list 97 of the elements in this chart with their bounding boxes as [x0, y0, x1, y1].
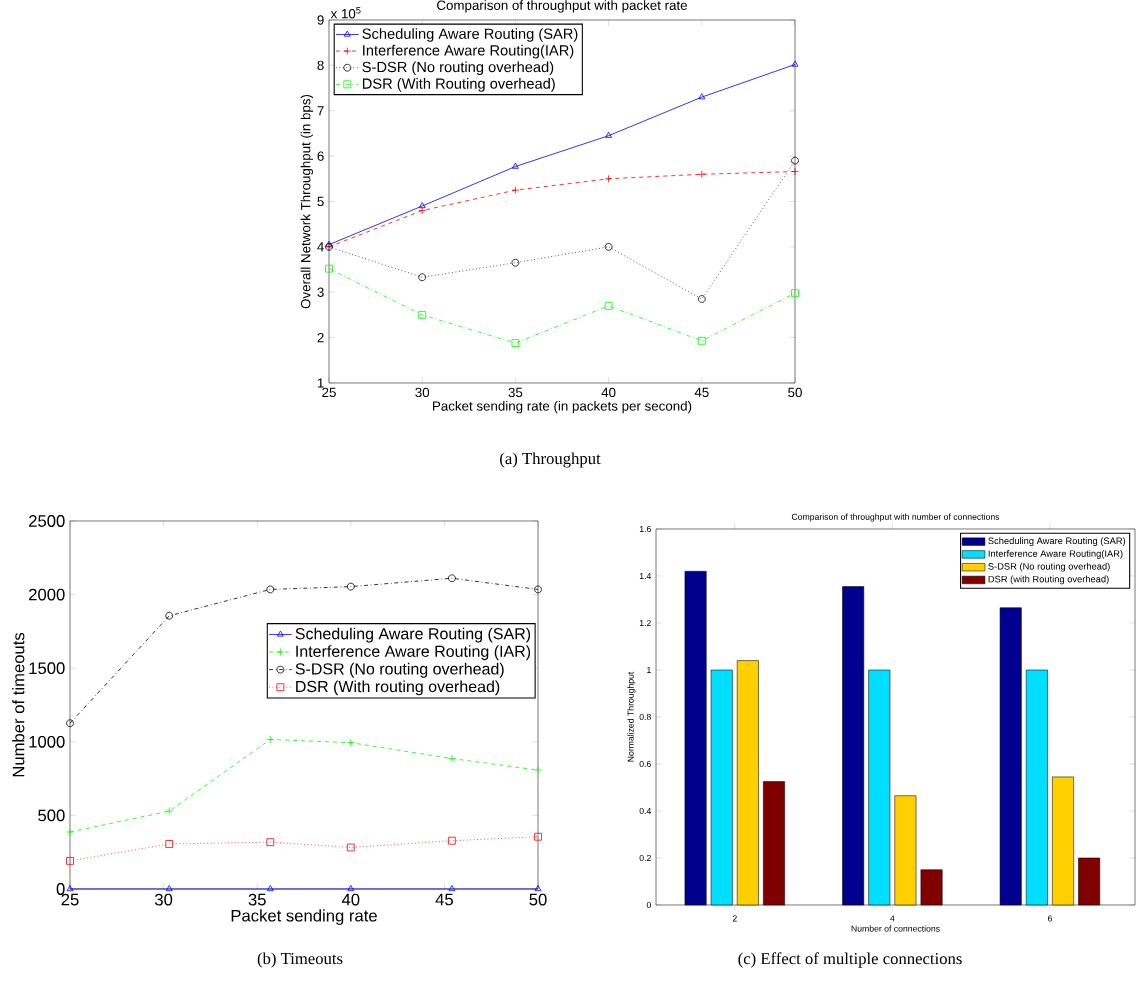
y-tick-label: 1	[317, 378, 324, 388]
legend-label: DSR (With Routing overhead)	[362, 78, 555, 92]
x-tick-label: 35	[248, 893, 266, 906]
point	[697, 295, 706, 303]
point	[698, 93, 706, 100]
x-tick-label: 50	[788, 387, 802, 398]
point	[534, 885, 542, 892]
x-axis-title: Packet sending rate	[231, 909, 377, 925]
x-tick-label: 2	[732, 915, 737, 922]
y-tick-label: 0.2	[639, 854, 651, 862]
point	[165, 885, 173, 892]
point	[448, 836, 456, 845]
legend-label: Interference Aware Routing (IAR)	[296, 645, 531, 661]
point	[512, 162, 519, 169]
y-tick-label: 1.4	[639, 573, 652, 579]
x-tick-label: 30	[154, 893, 173, 906]
x-axis-title: Number of connections	[851, 925, 940, 932]
legend-label: DSR (with Routing overhead)	[988, 575, 1109, 585]
y-tick-label: 4	[317, 242, 324, 252]
chart-title: Comparison of throughput with packet rate	[437, 0, 687, 13]
x-axis-title: Packet sending rate (in packets per second)	[433, 400, 692, 414]
point	[534, 832, 542, 841]
y-tick-label: 2000	[29, 588, 65, 601]
point	[418, 273, 427, 282]
point	[165, 611, 174, 620]
point	[604, 301, 613, 310]
legend-label: S-DSR (No routing overhead)	[988, 562, 1110, 572]
legend-label: Interference Aware Routing(IAR)	[988, 550, 1123, 559]
y-tick-label: 9	[317, 15, 324, 25]
point	[418, 311, 427, 319]
x-tick-label: 50	[529, 893, 547, 906]
legend-label: S-DSR (No routing overhead)	[295, 662, 504, 678]
point	[347, 885, 355, 892]
y-tick-label: 0	[56, 883, 65, 895]
point	[534, 585, 542, 594]
point	[791, 289, 799, 297]
y-tick-label: 6	[317, 151, 324, 161]
y-tick-label: 5	[317, 196, 324, 207]
y-tick-label: 8	[317, 60, 324, 71]
legend-label: S-DSR (No routing overhead)	[362, 61, 554, 76]
text: (b) Timeouts	[257, 952, 343, 968]
y-tick-label: 3	[317, 287, 324, 297]
y-tick-label: 1	[647, 667, 651, 673]
y-tick-label: 0.8	[639, 713, 651, 721]
point	[266, 885, 274, 892]
point	[448, 885, 456, 892]
legend-label: Interference Aware Routing(IAR)	[363, 44, 574, 59]
point	[346, 582, 355, 591]
y-tick-label: 2	[317, 332, 324, 343]
point	[266, 838, 275, 847]
point	[791, 156, 799, 165]
x-tick-label: 45	[435, 893, 453, 906]
point	[604, 242, 613, 251]
x-tick-label: 40	[601, 387, 616, 398]
y-tick-label: 500	[38, 809, 65, 822]
legend-label: Scheduling Aware Routing (SAR)	[295, 627, 531, 643]
point	[325, 264, 333, 273]
point	[448, 574, 456, 583]
x-tick-label: 6	[1047, 915, 1052, 922]
text: (a) Throughput	[500, 452, 601, 468]
x-tick-label: 25	[61, 893, 79, 906]
y-axis-title: Number of timeouts	[12, 632, 25, 777]
legend-label: DSR (With routing overhead)	[296, 680, 500, 696]
y-tick-label: 7	[317, 106, 324, 116]
y-axis-title: Overall Network Throughput (in bps)	[300, 94, 314, 309]
point	[697, 336, 706, 345]
x-tick-label: 30	[415, 387, 430, 398]
point	[346, 843, 355, 852]
text: x 10$^{5}$	[330, 7, 361, 19]
y-axis-title: Normalized Throughput	[627, 671, 636, 762]
y-tick-label: 0	[646, 901, 651, 909]
y-tick-label: 1500	[29, 662, 65, 675]
point	[66, 719, 74, 728]
legend-label: Scheduling Aware Routing (SAR)	[988, 537, 1126, 546]
point	[418, 202, 426, 209]
x-tick-label: 40	[341, 893, 360, 906]
y-tick-label: 1.6	[639, 525, 651, 533]
point	[66, 857, 74, 865]
x-tick-label: 45	[694, 387, 709, 397]
point	[266, 585, 275, 594]
point	[511, 339, 520, 347]
chart-title: Comparison of throughput with number of connections	[791, 513, 1000, 522]
x-tick-label: 4	[890, 915, 895, 922]
x-tick-label: 25	[322, 387, 336, 398]
y-tick-label: 1.2	[639, 619, 651, 627]
text: (c) Effect of multiple connections	[738, 952, 962, 968]
y-tick-label: 1000	[29, 735, 65, 748]
y-tick-label: 0.6	[639, 760, 651, 768]
point	[791, 60, 799, 67]
point	[511, 258, 520, 267]
y-tick-label: 0.4	[639, 807, 652, 815]
y-tick-label: 2500	[29, 515, 65, 527]
x-tick-label: 35	[508, 387, 523, 398]
point	[66, 885, 74, 892]
legend-label: Scheduling Aware Routing (SAR)	[362, 28, 578, 42]
point	[165, 840, 174, 848]
point	[605, 131, 613, 138]
